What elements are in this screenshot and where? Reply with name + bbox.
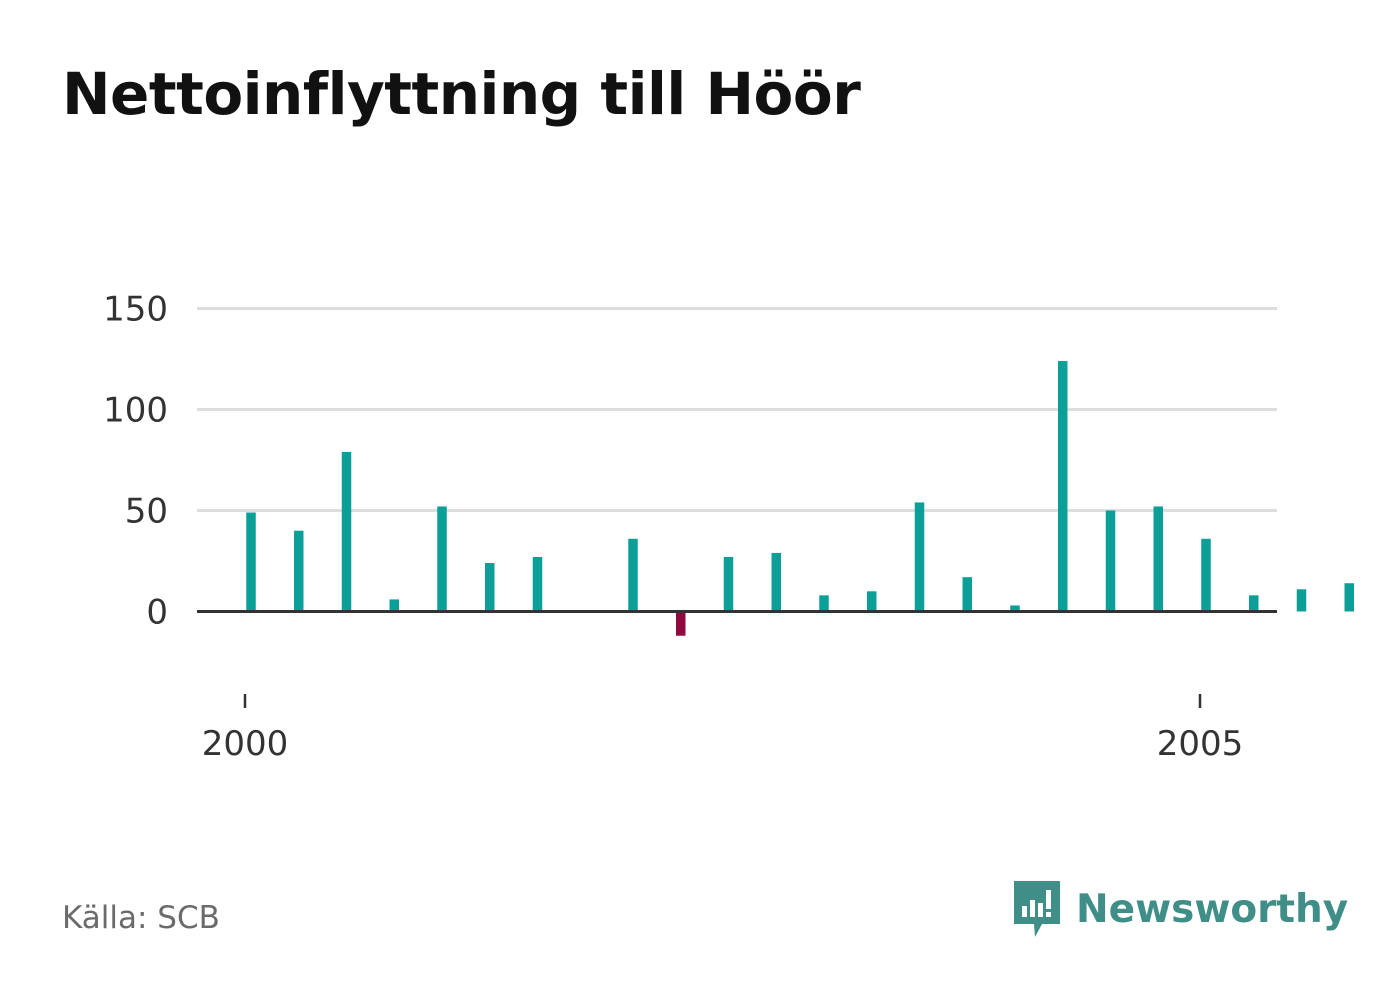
bar [246, 512, 256, 612]
y-tick-label: 150 [103, 290, 168, 330]
bar [628, 538, 638, 612]
bar [485, 563, 495, 612]
bar [1201, 538, 1211, 612]
bar [1249, 595, 1259, 612]
bar [1010, 605, 1020, 612]
bar [819, 595, 829, 612]
source-note: Källa: SCB [62, 900, 220, 936]
brand-logo: Newsworthy [1012, 878, 1348, 940]
newsworthy-logo-icon [1014, 881, 1060, 937]
bar [867, 591, 877, 612]
bar [1058, 361, 1068, 612]
bars [246, 361, 1354, 636]
brand-name: Newsworthy [1076, 886, 1349, 932]
bar [294, 530, 304, 612]
bar [389, 599, 399, 612]
y-axis-ticks: 0 50 100 150 [103, 290, 168, 633]
bar [1105, 510, 1116, 612]
bar [723, 556, 734, 612]
bar [1344, 583, 1354, 612]
bar [341, 451, 352, 612]
y-tick-label: 50 [125, 492, 168, 532]
grid-lines [197, 307, 1277, 512]
x-axis-ticks: 200020052010201520202025 [202, 694, 1244, 764]
y-tick-label: 100 [103, 391, 168, 431]
bar [532, 556, 543, 612]
bar [437, 506, 447, 612]
bar [1153, 506, 1163, 612]
bar [771, 552, 781, 612]
chart-title: Nettoinflyttning till Höör [62, 60, 861, 128]
bar [1296, 589, 1307, 612]
bar [914, 502, 925, 612]
bar [962, 577, 972, 612]
y-tick-label: 0 [146, 593, 168, 633]
x-tick-label: 2000 [202, 724, 289, 764]
x-tick-label: 2005 [1157, 724, 1244, 764]
bar [676, 611, 686, 636]
